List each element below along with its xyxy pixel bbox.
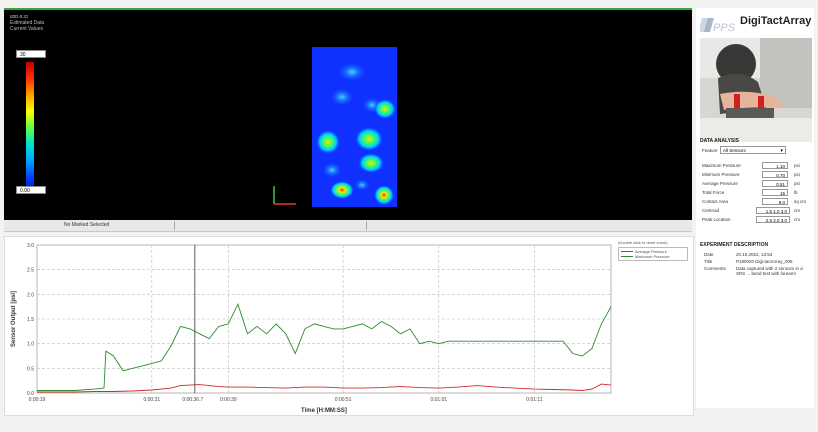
logo-text: PPS [713,22,736,34]
y-tick-label: 2.5 [27,268,34,274]
chart-canvas[interactable]: 0.0 0.5 1.0 1.5 2.0 2.5 3.0 0:00:19 0:00:31 0:00… [5,237,693,415]
date-value: 20.10.2022, 13:53 [736,252,773,257]
viewer-title: ɕɑɒ.ɞ.ɜɔ Estimated Data Current Values [10,14,45,32]
legend-label: Average Pressure [635,249,667,254]
analysis-row-label: Contact Area [702,199,729,204]
legend-item-average: Average Pressure [621,249,685,254]
cursor-time-label: 0:00:36.7 [182,397,203,403]
x-tick-label: 0:00:31 [143,397,160,403]
analysis-row-label: Average Pressure [702,181,738,186]
analysis-row-label: Maximum Pressure [702,163,741,168]
analysis-row-value: 1.10 [762,162,788,169]
analysis-row-value: 2.5 2.0 3.0 [756,216,790,223]
y-tick-label: 2.0 [27,292,34,298]
status-divider [366,221,367,230]
sensor-3d-viewer[interactable]: ɕɑɒ.ɞ.ɜɔ Estimated Data Current Values 3… [4,8,692,222]
analysis-row-label: Centroid [702,208,720,213]
series-line-average[interactable] [37,383,612,393]
analysis-row-unit: lb [794,190,798,195]
experiment-description-title: EXPERIMENT DESCRIPTION [700,242,769,248]
y-tick-label: 0.0 [27,391,34,397]
y-tick-label: 1.5 [27,317,34,323]
analysis-row-value: 0.51 [762,180,788,187]
x-tick-label: 0:00:51 [335,397,352,403]
x-axis-label: Time [H:MM:SS] [301,408,347,414]
x-tick-label: 0:01:01 [430,397,447,403]
bottom-bar [0,416,818,432]
date-label: Date [704,252,714,257]
legend-hint: (Double click to reset zoom) [618,240,668,245]
analysis-row-value: 15 [762,189,788,196]
x-tick-label: 0:01:11 [526,397,543,403]
selection-status-text: No Marked Selected [64,222,110,228]
legend-swatch [621,256,633,257]
feature-label: Feature [702,148,718,153]
comments-value: Data captured with 2 sensors in a SRS ..… [736,266,803,276]
analysis-row-unit: sq cm [794,199,807,204]
x-tick-label: 0:00:39 [220,397,237,403]
analysis-row-value: 0.70 [762,171,788,178]
legend-label: Maximum Pressure [635,254,670,259]
pressure-heatmap[interactable] [312,47,397,207]
status-divider [174,221,175,230]
legend-item-maximum: Maximum Pressure [621,254,685,259]
analysis-row-value: 1.5 1.0 3.0 [756,207,790,214]
analysis-row-label: Minimum Pressure [702,172,740,177]
scale-min-input[interactable]: 0.00 [16,186,46,194]
analysis-row-unit: psi [794,172,800,177]
analysis-row-unit: cm [794,208,800,213]
analysis-row-unit: psi [794,181,800,186]
x-tick-label: 0:00:19 [29,397,46,403]
viewer-status-bar: No Marked Selected [4,220,692,232]
y-tick-label: 0.5 [27,366,34,372]
axes-orientation-icon [273,186,296,205]
experiment-photo [700,38,812,142]
side-panel: PPS DigiTactArray DATA ANALYSIS Feature … [696,8,814,408]
analysis-row-value: 9.0 [762,198,788,205]
title-value: P180020 Digi-tactArray_005 [736,259,793,264]
series-line-maximum[interactable] [37,303,612,391]
app-title: DigiTactArray [740,15,812,27]
sensor-output-chart[interactable]: 0.0 0.5 1.0 1.5 2.0 2.5 3.0 0:00:19 0:00:31 0:00… [4,236,694,416]
feature-select-value: All Sensors [723,148,746,153]
analysis-row-unit: psi [794,163,800,168]
color-scale-bar [26,62,34,194]
y-tick-label: 1.0 [27,342,34,348]
comments-label: Comments [704,266,726,271]
title-label: Title [704,259,713,264]
scale-max-input[interactable]: 30 [16,50,46,58]
chevron-down-icon: ▾ [780,148,783,154]
analysis-row-label: Peak Location [702,217,731,222]
analysis-row-unit: cm [794,217,800,222]
legend-swatch [621,251,633,252]
feature-select[interactable]: All Sensors ▾ [720,146,786,154]
y-tick-label: 3.0 [27,243,34,249]
pps-logo-icon: PPS [700,18,736,34]
chart-legend: (Double click to reset zoom) Average Pre… [618,240,688,262]
analysis-row-label: Total Force [702,190,725,195]
data-analysis-title: DATA ANALYSIS [700,138,739,144]
y-axis-label: Sensor Output [psi] [11,291,17,347]
